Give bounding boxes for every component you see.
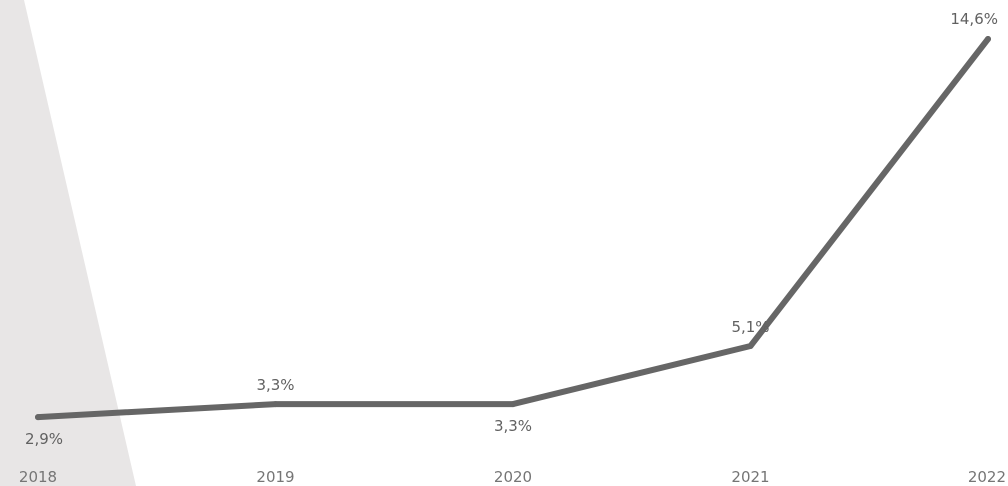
- x-axis-tick-labels: 2018 2019 2020 2021 2022: [19, 468, 1006, 486]
- data-point: [35, 414, 41, 421]
- x-tick-label: 2018: [19, 468, 57, 486]
- data-point: [510, 401, 516, 408]
- decorative-backdrop-shape: [0, 0, 136, 486]
- data-point: [272, 401, 279, 408]
- data-point: [747, 342, 754, 349]
- x-tick-label: 2019: [256, 468, 294, 486]
- data-points: [35, 36, 991, 421]
- data-label: 14,6%: [950, 10, 998, 28]
- data-label: 3,3%: [494, 417, 532, 435]
- x-tick-label: 2021: [731, 468, 769, 486]
- x-tick-label: 2022: [968, 468, 1006, 486]
- data-label: 5,1%: [731, 318, 769, 336]
- series-line: [35, 36, 991, 421]
- data-label: 2,9%: [25, 430, 63, 448]
- data-point: [985, 36, 991, 42]
- x-tick-label: 2020: [494, 468, 532, 486]
- data-labels: 2,9% 3,3% 3,3% 5,1% 14,6%: [25, 10, 998, 448]
- data-label: 3,3%: [256, 376, 294, 394]
